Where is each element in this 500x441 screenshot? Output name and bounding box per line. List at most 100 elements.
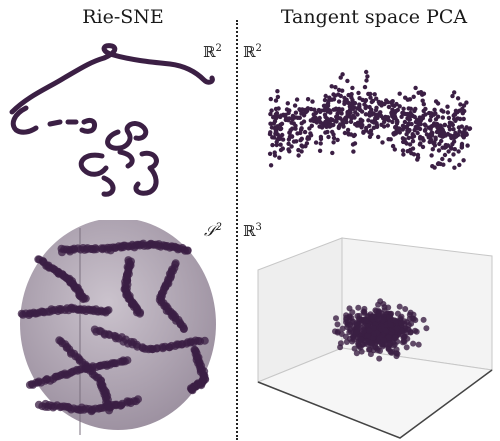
scatter-3d-point xyxy=(375,308,382,314)
scatter-3d-point xyxy=(406,311,413,318)
title-tangent-space-pca: Tangent space PCA xyxy=(280,6,468,28)
scatter-point xyxy=(457,129,462,134)
scatter-3d-point xyxy=(381,304,388,311)
scatter-point xyxy=(356,90,361,96)
scatter-point xyxy=(377,101,382,106)
scatter-point xyxy=(453,130,458,136)
scatter-point xyxy=(322,112,328,118)
scatter-point xyxy=(464,100,469,105)
scatter-point xyxy=(323,119,328,125)
scatter-point xyxy=(310,99,315,104)
scatter-point xyxy=(461,135,466,140)
scatter-3d-point xyxy=(375,301,382,308)
scatter-point xyxy=(313,115,318,120)
scatter-3d-point xyxy=(387,321,394,328)
scatter-point xyxy=(408,106,413,112)
scatter-point xyxy=(461,116,466,122)
scatter-point xyxy=(440,156,445,162)
scatter-3d-point xyxy=(346,314,353,320)
scatter-3d-point xyxy=(351,345,358,352)
scatter-point xyxy=(465,143,470,148)
scatter-point xyxy=(438,161,443,167)
rie-sne-sphere-embedding xyxy=(17,220,216,435)
embedding-curve xyxy=(47,119,63,127)
scatter-3d-point xyxy=(366,327,373,334)
scatter-point xyxy=(353,122,358,127)
scatter-point xyxy=(286,141,291,146)
scatter-3d-point xyxy=(376,355,383,362)
scatter-3d-point xyxy=(371,330,377,337)
scatter-3d-point xyxy=(407,329,414,336)
scatter-point xyxy=(368,95,373,100)
scatter-point xyxy=(350,142,356,147)
scatter-3d-point xyxy=(370,325,377,332)
scatter-point xyxy=(428,111,434,116)
scatter-point xyxy=(426,135,431,140)
scatter-point xyxy=(393,124,398,130)
scatter-point xyxy=(447,158,452,163)
scatter-point xyxy=(456,125,462,130)
scatter-point xyxy=(413,85,418,91)
scatter-point xyxy=(294,97,300,102)
scatter-3d-point xyxy=(379,317,386,324)
scatter-point xyxy=(349,92,354,97)
scatter-point xyxy=(411,134,417,139)
scatter-point xyxy=(311,118,317,124)
scatter-point xyxy=(346,132,351,137)
scatter-point xyxy=(278,126,283,132)
scatter-point xyxy=(293,123,298,128)
scatter-point xyxy=(302,129,308,135)
scatter-point xyxy=(365,74,370,79)
scatter-point xyxy=(410,139,416,144)
embedding-curve xyxy=(117,149,135,169)
scatter-point xyxy=(372,92,377,97)
scatter-point xyxy=(338,75,343,80)
scatter-3d-point xyxy=(382,327,389,334)
scatter-point xyxy=(333,85,338,90)
scatter-point xyxy=(445,104,450,109)
scatter-point xyxy=(324,116,330,121)
scatter-point xyxy=(285,101,290,106)
scatter-point xyxy=(391,131,396,136)
scatter-point xyxy=(396,128,401,133)
scatter-point xyxy=(400,148,406,153)
scatter-point xyxy=(451,139,457,144)
scatter-point xyxy=(268,96,273,102)
scatter-point xyxy=(382,119,387,125)
scatter-point xyxy=(301,119,307,124)
scatter-point xyxy=(290,126,295,131)
scatter-3d-point xyxy=(380,337,387,343)
scatter-point xyxy=(363,98,369,103)
scatter-point xyxy=(306,136,312,141)
scatter-point xyxy=(390,119,395,125)
scatter-3d-point xyxy=(355,315,362,322)
scatter-point xyxy=(351,133,356,139)
embedding-curve xyxy=(9,43,215,115)
scatter-point xyxy=(397,104,402,109)
scatter-point xyxy=(399,114,404,120)
scatter-point xyxy=(329,84,334,89)
scatter-point xyxy=(467,126,472,132)
scatter-point xyxy=(362,102,367,107)
scatter-point xyxy=(272,150,277,155)
scatter-point xyxy=(313,110,319,116)
space-label-bottom-right-symbol: ℝ xyxy=(243,222,256,240)
scatter-point xyxy=(289,120,294,125)
scatter-point xyxy=(452,116,457,122)
scatter-3d-point xyxy=(403,344,410,351)
scatter-point xyxy=(343,116,349,122)
scatter-3d-point xyxy=(402,306,409,312)
scatter-point xyxy=(331,135,337,141)
scatter-point xyxy=(395,107,400,113)
scatter-point xyxy=(345,111,350,117)
scatter-point xyxy=(373,107,379,113)
scatter-point xyxy=(356,123,361,128)
scatter-point xyxy=(345,78,350,84)
scatter-3d-point xyxy=(412,327,419,334)
scatter-3d-point xyxy=(333,315,339,322)
scatter-point xyxy=(322,97,328,103)
scatter-point xyxy=(442,122,448,128)
scatter-point xyxy=(429,124,434,129)
scatter-point xyxy=(363,112,369,117)
scatter-point xyxy=(405,97,410,102)
